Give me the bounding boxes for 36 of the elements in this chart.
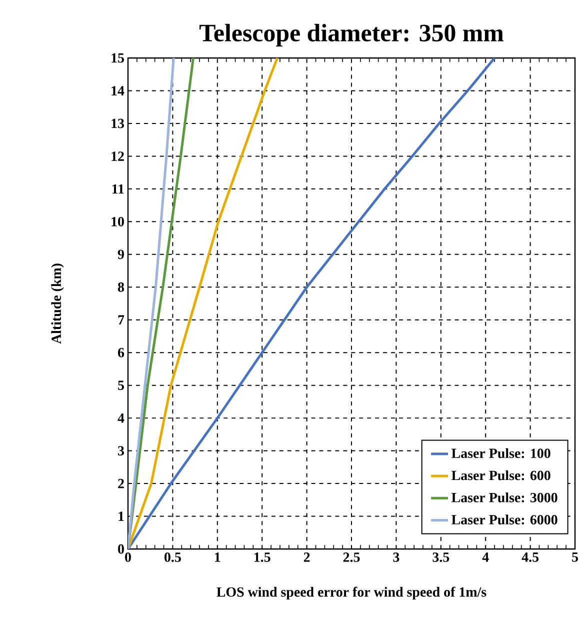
x-tick-label: 4.5: [522, 552, 539, 562]
y-tick-label: 0: [118, 544, 124, 554]
x-tick-label: 4: [482, 552, 489, 562]
x-tick-label: 1: [215, 552, 220, 562]
y-tick-label: 2: [118, 478, 124, 488]
y-tick-label: 6: [118, 348, 124, 358]
legend-label: Laser Pulse: 6000: [452, 514, 558, 525]
line-series: [128, 58, 279, 549]
y-tick-label: 10: [112, 216, 124, 226]
y-tick-label: 14: [112, 86, 124, 96]
legend-label: Laser Pulse: 3000: [452, 492, 558, 502]
x-tick-label: 3.5: [432, 552, 450, 562]
y-tick-label: 5: [118, 380, 124, 390]
y-tick-label: 3: [118, 446, 124, 456]
y-tick-label: 11: [112, 184, 124, 194]
x-tick-label: 5: [572, 552, 578, 562]
x-tick-label: 0: [125, 552, 131, 562]
y-tick-label: 7: [118, 315, 124, 324]
y-axis-title: Altitude (km): [51, 264, 64, 344]
y-tick-label: 15: [112, 53, 124, 63]
y-tick-label: 12: [112, 152, 124, 161]
x-tick-label: 1.5: [254, 552, 270, 562]
y-tick-label: 8: [118, 282, 124, 292]
x-tick-label: 2: [304, 552, 310, 562]
chart-title: Telescope diameter: 350 mm: [199, 24, 504, 46]
y-tick-label: 9: [118, 250, 124, 260]
x-tick-label: 2.5: [343, 552, 360, 562]
y-tick-label: 4: [118, 413, 124, 423]
y-tick-label: 13: [112, 118, 124, 128]
x-tick-label: 0.5: [164, 552, 181, 562]
legend-label: Laser Pulse: 600: [452, 470, 550, 480]
line-series: [128, 58, 175, 549]
x-axis-title: LOS wind speed error for wind speed of 1m/s: [216, 586, 486, 600]
y-tick-label: 1: [118, 512, 124, 521]
legend-label: Laser Pulse: 100: [452, 448, 550, 458]
x-tick-label: 3: [393, 552, 400, 562]
